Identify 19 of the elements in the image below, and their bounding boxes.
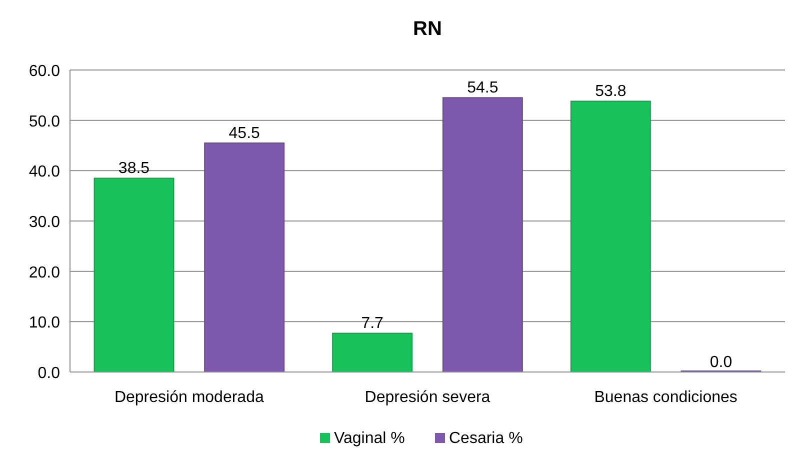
data-label: 54.5 bbox=[467, 80, 498, 97]
x-tick-label: Depresión moderada bbox=[114, 389, 264, 406]
y-tick-label: 50.0 bbox=[28, 113, 60, 130]
x-tick-label: Buenas condiciones bbox=[594, 389, 738, 406]
legend-label: Cesaria % bbox=[449, 430, 523, 447]
y-tick-label: 10.0 bbox=[28, 314, 60, 332]
data-label: 38.5 bbox=[118, 160, 150, 178]
x-tick-label: Depresión severa bbox=[364, 389, 490, 406]
y-tick-label: 40.0 bbox=[28, 164, 60, 181]
data-label: 45.5 bbox=[228, 124, 260, 142]
chart-title: RN bbox=[413, 18, 442, 40]
y-tick-label: 60.0 bbox=[28, 63, 60, 80]
y-tick-label: 30.0 bbox=[28, 214, 60, 231]
legend-label: Vaginal % bbox=[334, 430, 405, 447]
data-label: 7.7 bbox=[361, 315, 384, 332]
data-label: 53.8 bbox=[595, 83, 626, 100]
y-tick-label: 20.0 bbox=[28, 264, 60, 282]
y-tick-label: 0.0 bbox=[38, 365, 60, 382]
data-label: 0.0 bbox=[710, 354, 732, 371]
